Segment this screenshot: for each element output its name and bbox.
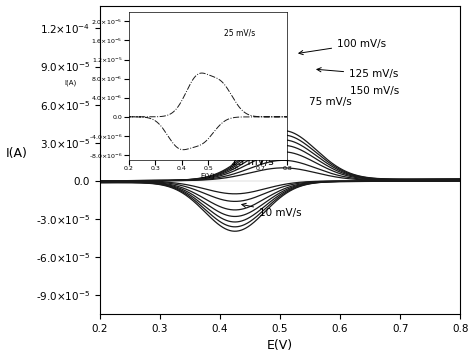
Y-axis label: I(A): I(A) <box>6 147 27 160</box>
Text: 75 mV/s: 75 mV/s <box>309 97 352 107</box>
X-axis label: E(V): E(V) <box>267 339 293 352</box>
Text: 150 mV/s: 150 mV/s <box>350 86 400 96</box>
Text: 125 mV/s: 125 mV/s <box>317 68 399 79</box>
Text: 10 mV/s: 10 mV/s <box>242 203 301 218</box>
Text: 25 mV/s: 25 mV/s <box>231 157 273 167</box>
Text: 100 mV/s: 100 mV/s <box>299 39 386 55</box>
